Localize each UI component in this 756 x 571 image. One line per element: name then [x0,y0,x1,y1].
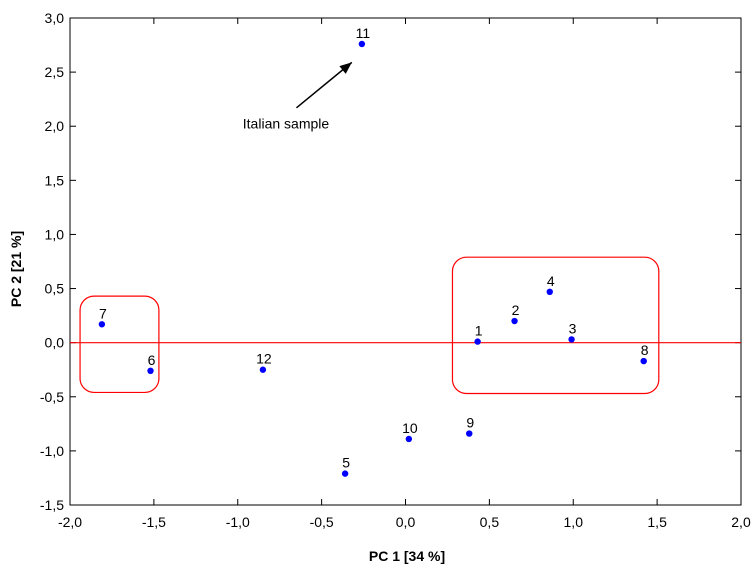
data-point [640,357,647,365]
x-tick-label: -1,0 [226,514,250,530]
x-tick-label: 1,5 [647,514,667,530]
point-label: 5 [342,455,350,471]
point-label: 12 [256,351,272,367]
data-point [474,338,481,345]
y-tick-label: -1,0 [40,443,64,459]
group-highlight-box [451,256,660,395]
x-axis-label: PC 1 [34 %] [369,548,445,564]
x-tick-label: -0,5 [310,514,334,530]
x-tick-label: 0,5 [480,514,500,530]
data-point [259,366,267,373]
data-point [147,367,154,375]
y-tick-label: 2,5 [45,64,65,80]
point-label: 4 [547,273,555,289]
data-point [546,288,553,296]
point-label: 9 [466,415,474,431]
x-tick-label: 2,0 [731,514,751,530]
data-point [358,40,366,48]
y-tick-label: 0,5 [45,281,65,297]
x-tick-label: -1,5 [142,514,166,530]
y-tick-label: -1,5 [40,497,64,513]
data-point [466,430,473,437]
point-label: 11 [356,25,371,41]
y-tick-label: 3,0 [45,10,65,26]
y-tick-label: 1,0 [45,226,65,242]
point-label: 2 [512,302,520,318]
point-label: 6 [148,352,156,368]
y-tick-label: 1,5 [45,172,65,188]
point-label: 10 [402,420,418,436]
y-axis-label: PC 2 [21 %] [8,231,24,307]
y-tick-label: -0,5 [40,389,64,405]
point-label: 1 [475,323,483,339]
annotation-text: Italian sample [243,115,330,131]
data-point [341,470,349,477]
point-label: 8 [641,342,649,358]
group-highlight-box [79,295,160,394]
x-tick-label: 0,0 [396,514,416,530]
x-tick-label: 1,0 [564,514,584,530]
plot-area: -2,0 -1,5 -1,0 -0,5 0,0 0,5 1,0 1,5 2,0-1,5-1,0-… [40,10,751,530]
data-point [98,321,106,328]
data-point [511,317,518,325]
x-tick-label: -2,0 [58,514,82,530]
y-tick-label: 2,0 [45,118,65,134]
annotation-arrow-head [339,62,352,74]
y-tick-label: 0,0 [45,335,65,351]
data-point [568,336,575,343]
point-label: 7 [99,305,107,321]
point-label: 3 [569,320,577,336]
data-point [405,435,413,443]
